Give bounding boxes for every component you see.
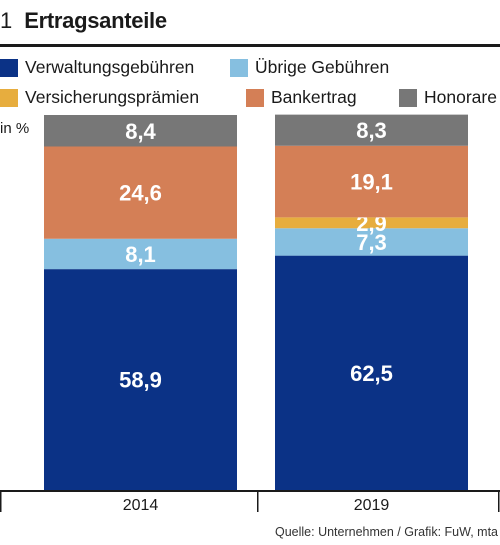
legend-label: Bankertrag bbox=[271, 87, 357, 107]
bar-segment-2014-0 bbox=[44, 269, 237, 490]
bar-segment-2019-4 bbox=[275, 114, 468, 146]
x-tick-label-2014: 2014 bbox=[123, 497, 159, 514]
legend-label: Übrige Gebühren bbox=[255, 57, 390, 77]
bar-segment-2019-2 bbox=[275, 217, 468, 229]
x-axis-separator-2 bbox=[498, 490, 500, 512]
bar-segment-2014-3 bbox=[44, 146, 237, 239]
data-label-2014-1: 8,1 bbox=[125, 242, 156, 267]
bar-segment-2014-1 bbox=[44, 238, 237, 270]
data-label-2014-3: 24,6 bbox=[119, 181, 162, 206]
data-label-2019-3: 19,1 bbox=[350, 170, 393, 195]
x-axis-separator-1 bbox=[257, 490, 259, 512]
data-label-2014-4: 8,4 bbox=[125, 119, 156, 144]
chart-title-row: 1 Ertragsanteile bbox=[0, 8, 167, 38]
data-label-2019-1: 7,3 bbox=[356, 230, 387, 255]
legend-label: Versicherungsprämien bbox=[25, 87, 200, 107]
legend-swatch bbox=[0, 58, 18, 77]
legend-item-verwaltungsgebuehren: Verwaltungsgebühren bbox=[0, 57, 194, 78]
x-axis-separator-0 bbox=[0, 490, 2, 512]
legend-swatch bbox=[230, 58, 248, 77]
legend-label: Verwaltungsgebühren bbox=[25, 57, 195, 77]
title-rule bbox=[0, 44, 500, 47]
unit-label: in % bbox=[0, 120, 30, 137]
legend-label: Honorare bbox=[424, 87, 497, 107]
chart-title: Ertragsanteile bbox=[24, 8, 167, 33]
legend-item-honorare: Honorare bbox=[399, 87, 497, 108]
source-note: Quelle: Unternehmen / Grafik: FuW, mta bbox=[275, 525, 498, 539]
data-label-2019-0: 62,5 bbox=[350, 361, 393, 386]
x-axis-line bbox=[0, 490, 500, 492]
legend-swatch bbox=[246, 88, 264, 107]
data-label-2014-0: 58,9 bbox=[119, 368, 162, 393]
figure-number: 1 bbox=[0, 8, 13, 33]
x-tick-label-2019: 2019 bbox=[354, 497, 390, 514]
bar-segment-2019-1 bbox=[275, 228, 468, 256]
legend: Verwaltungsgebühren Übrige Gebühren Vers… bbox=[0, 55, 500, 113]
bar-segment-2019-0 bbox=[275, 255, 468, 490]
legend-item-uebrige-gebuehren: Übrige Gebühren bbox=[230, 57, 389, 78]
bar-segment-2019-3 bbox=[275, 145, 468, 218]
data-label-2019-4: 8,3 bbox=[356, 118, 387, 143]
legend-swatch bbox=[399, 88, 417, 107]
bar-segment-2014-4 bbox=[44, 115, 237, 147]
legend-item-bankertrag: Bankertrag bbox=[246, 87, 357, 108]
legend-swatch bbox=[0, 88, 18, 107]
legend-item-versicherungspraemien: Versicherungsprämien bbox=[0, 87, 199, 108]
